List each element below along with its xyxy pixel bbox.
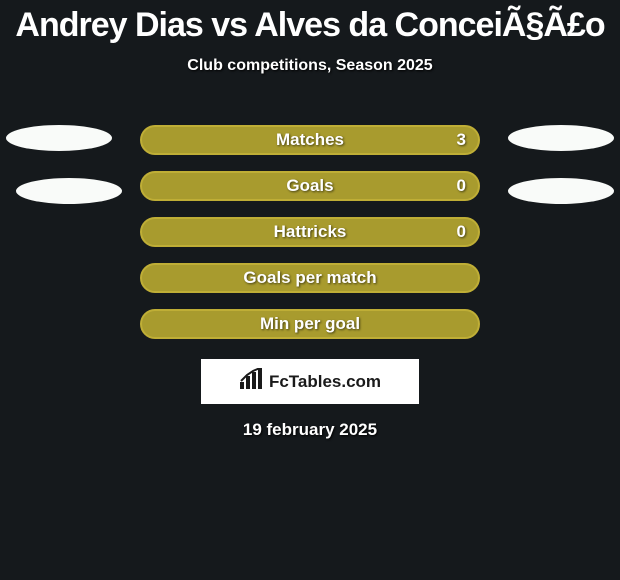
- stat-bar-hattricks: Hattricks 0: [140, 217, 480, 247]
- stat-value: 3: [457, 130, 466, 150]
- stat-row: Goals 0: [0, 163, 620, 209]
- stat-row: Goals per match: [0, 255, 620, 301]
- stat-row: Hattricks 0: [0, 209, 620, 255]
- stat-label: Matches: [276, 130, 344, 150]
- stats-container: Matches 3 Goals 0 Hattricks 0 Goals per …: [0, 117, 620, 347]
- stat-value: 0: [457, 176, 466, 196]
- stat-label: Min per goal: [260, 314, 360, 334]
- fctables-bars-icon: [239, 368, 265, 395]
- stat-row: Matches 3: [0, 117, 620, 163]
- stat-label: Goals: [286, 176, 333, 196]
- page-title: Andrey Dias vs Alves da ConceiÃ§Ã£o: [0, 0, 620, 45]
- stat-bar-goals-per-match: Goals per match: [140, 263, 480, 293]
- snapshot-date: 19 february 2025: [0, 420, 620, 440]
- stat-row: Min per goal: [0, 301, 620, 347]
- stat-value: 0: [457, 222, 466, 242]
- stat-label: Goals per match: [243, 268, 376, 288]
- fctables-badge[interactable]: FcTables.com: [201, 359, 419, 404]
- fctables-brand-text: FcTables.com: [269, 372, 381, 392]
- stat-bar-min-per-goal: Min per goal: [140, 309, 480, 339]
- stat-bar-matches: Matches 3: [140, 125, 480, 155]
- page-subtitle: Club competitions, Season 2025: [0, 57, 620, 75]
- stat-label: Hattricks: [274, 222, 347, 242]
- stat-bar-goals: Goals 0: [140, 171, 480, 201]
